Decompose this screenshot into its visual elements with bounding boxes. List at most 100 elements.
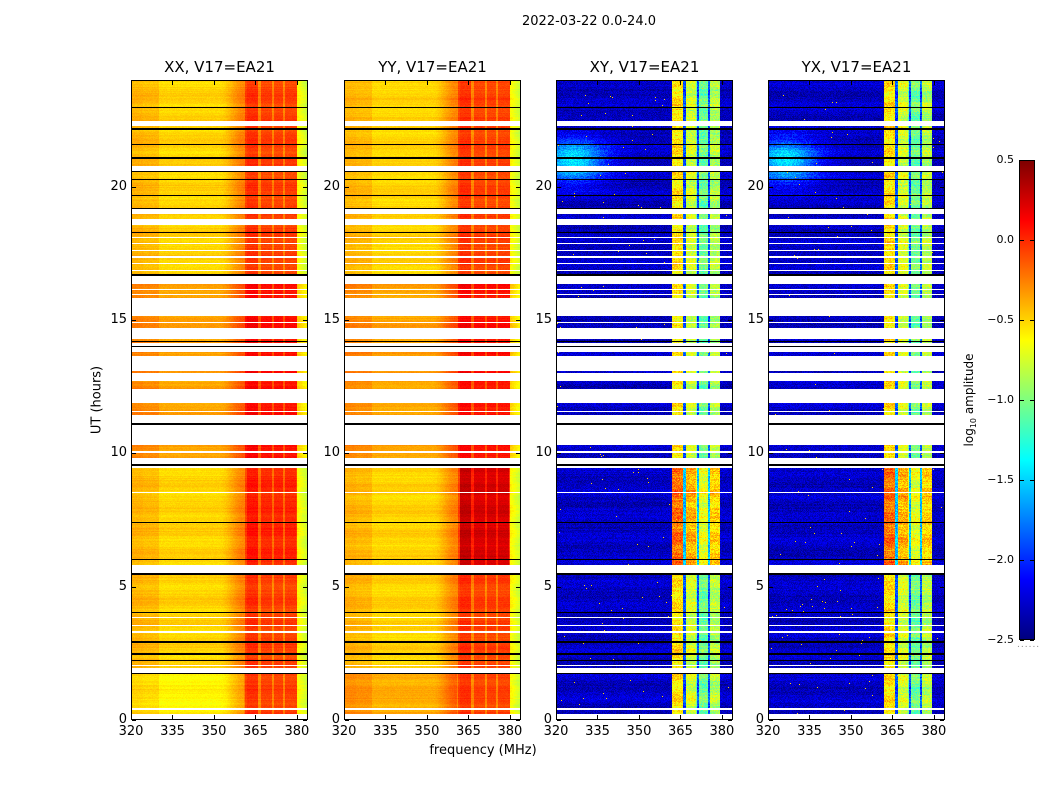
y-tick-mark-right	[728, 320, 732, 321]
x-tick-mark-top	[172, 81, 174, 85]
y-tick-mark	[769, 186, 773, 188]
x-tick-label: 335	[585, 724, 610, 739]
x-tick-mark	[556, 715, 557, 719]
x-tick-label: 350	[414, 724, 440, 739]
x-tick-label: 320	[755, 724, 781, 739]
x-tick-mark-top	[468, 81, 470, 85]
x-tick-mark	[809, 715, 811, 719]
colorbar-tick-mark	[1020, 560, 1024, 561]
panel-title-xy: XY, V17=EA21	[589, 58, 700, 76]
y-tick-mark-right	[728, 720, 732, 721]
x-tick-label: 380	[284, 724, 310, 739]
colorbar-tick-mark	[1020, 640, 1024, 641]
y-tick-mark	[769, 720, 773, 721]
y-tick-mark-right	[516, 320, 520, 321]
colorbar-tick-mark-right	[1030, 560, 1034, 561]
x-tick-mark	[172, 715, 174, 719]
y-axis-label: UT (hours)	[89, 365, 105, 435]
x-tick-mark-top	[344, 81, 345, 85]
x-tick-mark-top	[509, 81, 511, 85]
y-tick-mark	[345, 586, 349, 588]
x-tick-label: 365	[880, 724, 905, 739]
heatmap-panel-yx	[768, 80, 945, 720]
y-tick-mark-right	[940, 720, 944, 721]
colorbar-tick-mark	[1020, 320, 1024, 321]
colorbar-tick-label: −1.0	[987, 393, 1014, 406]
x-tick-label: 365	[668, 724, 693, 739]
x-tick-mark	[213, 715, 215, 719]
colorbar-tick-label: 0.5	[996, 153, 1015, 166]
y-tick-label: 5	[543, 578, 552, 594]
panel-title-yx: YX, V17=EA21	[801, 58, 912, 76]
x-tick-label: 365	[243, 724, 268, 739]
x-tick-label: 350	[201, 724, 227, 739]
y-tick-mark-right	[728, 186, 732, 188]
x-tick-mark	[131, 715, 132, 719]
y-tick-label: 0	[331, 712, 340, 727]
x-tick-mark	[768, 715, 769, 719]
y-tick-label: 5	[331, 578, 340, 594]
heatmap-image-yx	[769, 81, 944, 719]
x-tick-label: 365	[456, 724, 481, 739]
colorbar-label-suffix: amplitude	[961, 353, 976, 418]
x-tick-mark	[385, 715, 387, 719]
x-tick-mark-top	[426, 81, 428, 85]
x-tick-mark-top	[213, 81, 215, 85]
y-tick-label: 5	[118, 578, 127, 594]
y-tick-mark	[557, 320, 561, 321]
x-tick-mark	[638, 715, 640, 719]
y-tick-mark	[557, 186, 561, 188]
x-tick-label: 335	[160, 724, 185, 739]
x-tick-label: 320	[543, 724, 569, 739]
x-tick-mark-top	[850, 81, 852, 85]
x-tick-mark-top	[638, 81, 640, 85]
y-tick-mark-right	[940, 453, 944, 455]
colorbar-tick-label: 0.0	[996, 233, 1015, 246]
colorbar	[1019, 160, 1035, 640]
y-tick-mark-right	[728, 453, 732, 455]
x-tick-mark	[255, 715, 257, 719]
y-tick-mark-right	[303, 453, 307, 455]
y-tick-mark-right	[516, 186, 520, 188]
y-tick-label: 10	[535, 445, 552, 461]
y-tick-mark	[557, 453, 561, 455]
colorbar-tick-label: −0.5	[987, 313, 1014, 326]
colorbar-tick-mark-right	[1030, 160, 1034, 161]
x-tick-mark	[509, 715, 511, 719]
x-tick-mark	[296, 715, 298, 719]
y-tick-mark-right	[516, 720, 520, 721]
x-tick-mark-top	[556, 81, 557, 85]
x-tick-label: 380	[921, 724, 947, 739]
y-tick-mark	[132, 320, 136, 321]
x-tick-mark	[892, 715, 894, 719]
y-tick-label: 15	[110, 312, 127, 327]
y-tick-mark-right	[940, 320, 944, 321]
x-tick-label: 320	[118, 724, 144, 739]
y-tick-mark-right	[516, 586, 520, 588]
y-tick-mark-right	[940, 586, 944, 588]
x-tick-mark	[344, 715, 345, 719]
colorbar-tick-mark-right	[1030, 480, 1034, 481]
heatmap-image-xx	[132, 81, 307, 719]
x-tick-label: 350	[626, 724, 652, 739]
y-tick-label: 20	[747, 178, 764, 194]
y-tick-label: 5	[755, 578, 764, 594]
colorbar-label-log: log	[961, 428, 976, 447]
colorbar-label-sub: 10	[969, 417, 979, 429]
y-tick-mark	[557, 720, 561, 721]
x-tick-mark-top	[255, 81, 257, 85]
x-tick-mark-top	[768, 81, 769, 85]
y-tick-label: 0	[118, 712, 127, 727]
heatmap-panel-xx	[131, 80, 308, 720]
colorbar-tick-mark-right	[1030, 320, 1034, 321]
x-tick-label: 335	[373, 724, 398, 739]
colorbar-tick-label: −2.5	[987, 633, 1014, 646]
x-tick-mark	[680, 715, 682, 719]
y-tick-mark	[769, 320, 773, 321]
panel-title-yy: YY, V17=EA21	[378, 58, 487, 76]
x-axis-label: frequency (MHz)	[429, 743, 537, 758]
colorbar-tick-label: −2.0	[987, 553, 1014, 566]
y-tick-label: 10	[110, 445, 127, 461]
x-tick-label: 335	[797, 724, 822, 739]
x-tick-mark-top	[809, 81, 811, 85]
